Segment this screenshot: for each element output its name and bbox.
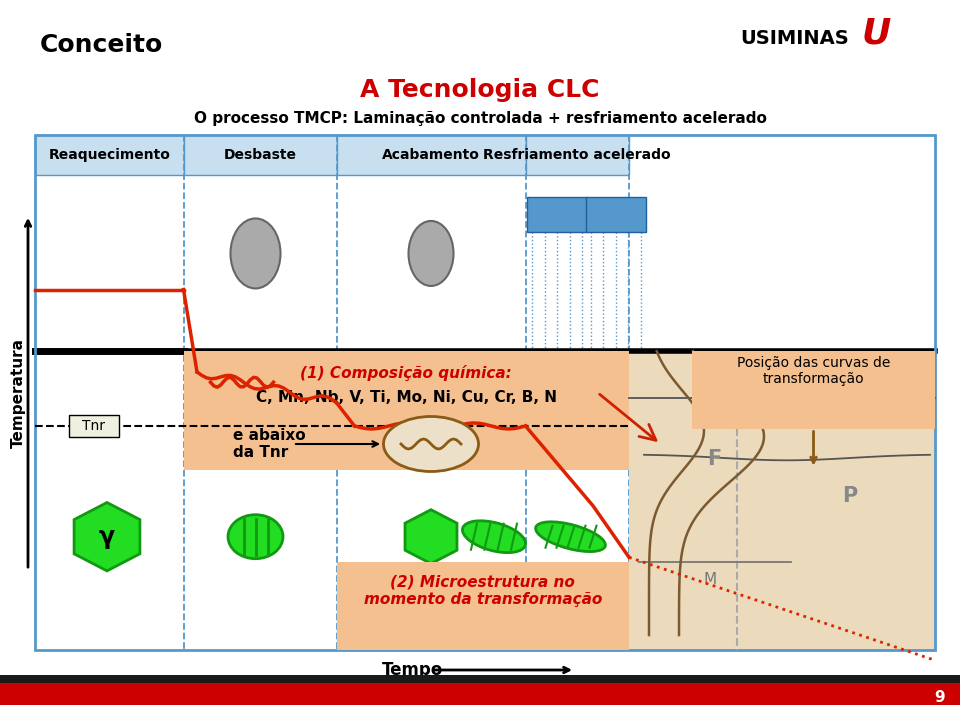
Text: 9: 9 xyxy=(934,689,945,704)
Text: U: U xyxy=(862,16,892,50)
Text: Tempo: Tempo xyxy=(382,661,444,679)
Text: P: P xyxy=(842,486,857,505)
Text: Acabamento: Acabamento xyxy=(382,148,480,162)
FancyBboxPatch shape xyxy=(337,563,629,650)
FancyBboxPatch shape xyxy=(183,135,337,175)
Text: Temperatura: Temperatura xyxy=(11,338,26,448)
FancyBboxPatch shape xyxy=(527,197,587,232)
FancyBboxPatch shape xyxy=(586,197,645,232)
FancyBboxPatch shape xyxy=(560,362,590,384)
Text: A Tecnologia CLC: A Tecnologia CLC xyxy=(360,78,600,102)
Text: Resfriamento acelerado: Resfriamento acelerado xyxy=(484,148,671,162)
FancyBboxPatch shape xyxy=(525,135,629,175)
Text: USIMINAS: USIMINAS xyxy=(740,28,849,47)
FancyBboxPatch shape xyxy=(183,351,629,470)
Text: M: M xyxy=(704,572,716,587)
Ellipse shape xyxy=(409,221,453,286)
FancyBboxPatch shape xyxy=(629,351,935,650)
FancyBboxPatch shape xyxy=(35,135,183,175)
Text: Desbaste: Desbaste xyxy=(224,148,297,162)
Ellipse shape xyxy=(536,522,606,551)
Text: γ: γ xyxy=(99,525,115,548)
Ellipse shape xyxy=(383,417,478,472)
FancyBboxPatch shape xyxy=(0,675,960,683)
Text: C, Mn, Nb, V, Ti, Mo, Ni, Cu, Cr, B, N: C, Mn, Nb, V, Ti, Mo, Ni, Cu, Cr, B, N xyxy=(255,390,557,405)
FancyBboxPatch shape xyxy=(0,683,960,705)
Ellipse shape xyxy=(230,219,280,288)
Polygon shape xyxy=(405,510,457,564)
Ellipse shape xyxy=(228,515,283,558)
FancyBboxPatch shape xyxy=(337,135,525,175)
Text: O processo TMCP: Laminação controlada + resfriamento acelerado: O processo TMCP: Laminação controlada + … xyxy=(194,111,766,125)
Text: Tnr: Tnr xyxy=(82,419,105,433)
Text: (1) Composição química:: (1) Composição química: xyxy=(300,365,512,381)
Polygon shape xyxy=(74,503,140,571)
FancyBboxPatch shape xyxy=(68,415,118,437)
Text: Posição das curvas de
transformação: Posição das curvas de transformação xyxy=(737,356,890,386)
Text: F: F xyxy=(708,450,722,470)
FancyBboxPatch shape xyxy=(692,351,935,429)
Ellipse shape xyxy=(463,521,526,553)
Text: Reaquecimento: Reaquecimento xyxy=(48,148,170,162)
Text: Conceito: Conceito xyxy=(40,33,163,57)
Text: (2) Microestrutura no
momento da transformação: (2) Microestrutura no momento da transfo… xyxy=(364,575,602,606)
Text: e abaixo
da Tnr: e abaixo da Tnr xyxy=(233,428,305,460)
